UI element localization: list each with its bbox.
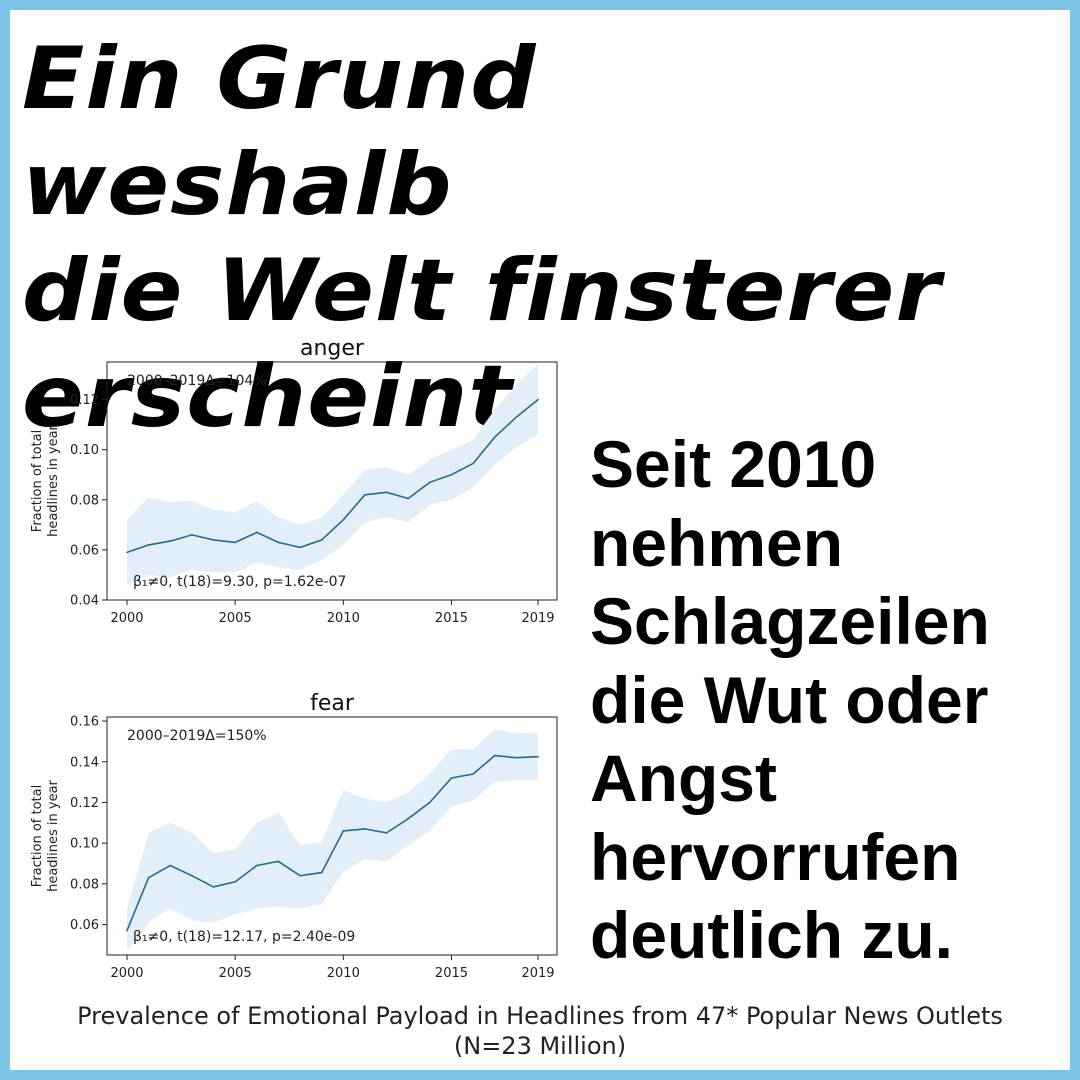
data-point [407, 817, 410, 820]
data-point [320, 539, 323, 541]
data-point [126, 929, 128, 932]
y-axis-label: headlines in year [46, 424, 61, 536]
data-point [191, 534, 193, 536]
data-point [407, 497, 410, 500]
data-point [429, 481, 431, 484]
y-axis-label: headlines in year [46, 779, 61, 891]
confidence-band [127, 364, 538, 585]
x-tick-label: 2015 [435, 966, 468, 981]
x-tick-label: 2010 [327, 611, 360, 626]
x-tick-label: 2005 [219, 966, 252, 981]
side-statement-line: deutlich zu. [590, 898, 953, 972]
data-point [472, 462, 474, 465]
data-point [147, 876, 150, 879]
data-point [277, 541, 280, 544]
data-point [169, 540, 172, 542]
data-point [342, 830, 345, 832]
data-point [515, 416, 518, 418]
data-point [255, 531, 258, 534]
confidence-band [127, 729, 538, 951]
data-point [234, 881, 236, 883]
side-statement-line: Angst [590, 741, 777, 815]
y-axis-label: Fraction of total [30, 785, 45, 887]
data-point [169, 864, 172, 867]
data-point [493, 754, 496, 757]
data-point [342, 519, 345, 521]
data-point [450, 473, 453, 476]
y-tick-label: 0.10 [70, 837, 99, 852]
chart-title: anger [300, 336, 365, 361]
data-point [537, 755, 539, 758]
data-point [493, 436, 496, 439]
y-tick-label: 0.12 [70, 796, 99, 811]
regression-annotation: β₁≠0, t(18)=12.17, p=2.40e-09 [133, 929, 355, 945]
series-line [126, 754, 539, 931]
figure-caption-line-2: (N=23 Million) [453, 1032, 627, 1060]
side-statement: Seit 2010 nehmen Schlagzeilen die Wut od… [590, 425, 1050, 975]
side-statement-line: nehmen [590, 505, 844, 580]
data-point [320, 871, 323, 874]
y-tick-label: 0.08 [70, 493, 99, 508]
data-point [191, 874, 193, 877]
data-point [234, 541, 236, 544]
data-point [299, 546, 301, 549]
regression-annotation: β₁≠0, t(18)=9.30, p=1.62e-07 [133, 574, 346, 590]
side-statement-line: hervorrufen [590, 819, 961, 894]
side-statement-line: die Wut oder [590, 662, 989, 737]
data-point [385, 832, 388, 834]
x-tick-label: 2019 [521, 611, 554, 626]
y-tick-label: 0.06 [70, 543, 99, 558]
y-tick-label: 0.06 [70, 918, 99, 933]
data-point [299, 874, 301, 877]
x-tick-label: 2019 [521, 966, 554, 981]
side-statement-line: Schlagzeilen [590, 584, 990, 658]
data-point [472, 773, 474, 775]
x-tick-label: 2000 [110, 966, 143, 981]
plot-frame [106, 361, 558, 601]
y-tick-label: 0.12 [70, 393, 99, 408]
headline: Ein Grund weshalb die Welt finsterer ers… [22, 26, 976, 450]
change-annotation: 2000–2019Δ=104% [127, 373, 267, 389]
x-tick-label: 2015 [435, 611, 468, 626]
change-annotation: 2000–2019Δ=150% [127, 728, 267, 744]
x-tick-label: 2010 [327, 966, 360, 981]
series-line [126, 398, 539, 554]
y-tick-label: 0.04 [70, 594, 99, 609]
y-tick-label: 0.16 [70, 715, 99, 730]
data-point [515, 756, 518, 759]
x-tick-label: 2000 [110, 611, 143, 626]
y-tick-label: 0.08 [70, 877, 99, 892]
figure-caption-line-1: Prevalence of Emotional Payload in Headl… [77, 1002, 1003, 1030]
headline-line: Ein Grund weshalb [22, 29, 537, 235]
data-point [126, 551, 128, 554]
data-point [364, 828, 366, 830]
data-point [212, 539, 215, 541]
data-point [429, 801, 431, 804]
data-point [450, 777, 453, 779]
x-tick-label: 2005 [219, 611, 252, 626]
headline-line: erscheint [22, 347, 514, 447]
data-point [277, 860, 280, 863]
chart-title: fear [310, 691, 355, 716]
plot-frame [106, 716, 558, 956]
side-statement-line: Seit 2010 [590, 427, 877, 501]
data-point [147, 544, 150, 546]
data-point [385, 491, 388, 494]
data-point [255, 864, 258, 867]
y-tick-label: 0.10 [70, 443, 99, 458]
headline-line: die Welt finsterer [22, 241, 942, 341]
y-tick-label: 0.14 [70, 755, 99, 770]
data-point [364, 494, 366, 496]
data-point [537, 398, 539, 401]
data-point [212, 886, 215, 888]
y-axis-label: Fraction of total [30, 430, 45, 532]
